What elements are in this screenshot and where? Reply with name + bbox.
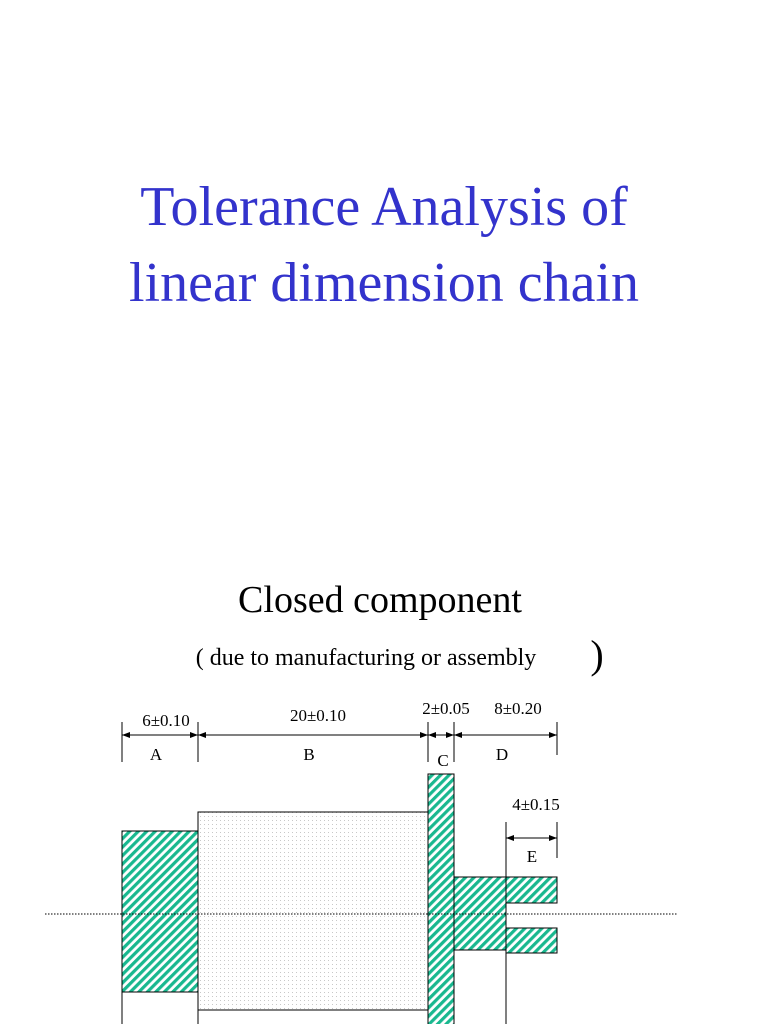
part-c (427, 773, 455, 1024)
note: ( due to manufacturing or assembly (196, 645, 537, 671)
subtitle: Closed component (238, 579, 522, 621)
dimension-label: D (496, 745, 508, 764)
tolerance: 2±0.05 (422, 699, 470, 718)
note-paren: ) (590, 632, 603, 677)
title-line: linear dimension chain (129, 252, 639, 314)
part-e (505, 927, 558, 954)
part-b (197, 811, 429, 1011)
part-e (505, 876, 558, 904)
dimension-labels: 6±0.10 A 20±0.10 B 2±0.05 C 8±0.20 D 4±0… (142, 699, 560, 866)
dimension-label: E (527, 847, 537, 866)
dimension-label: A (150, 745, 163, 764)
tolerance: 20±0.10 (290, 706, 346, 725)
title-line: Tolerance Analysis of (140, 176, 628, 238)
dimension-label: B (303, 745, 314, 764)
part-a (121, 830, 199, 993)
tolerance: 6±0.10 (142, 711, 190, 730)
tolerance: 8±0.20 (494, 699, 542, 718)
tolerance: 4±0.15 (512, 795, 560, 814)
part-drawing (45, 722, 678, 1024)
dimension-label: C (437, 751, 448, 770)
